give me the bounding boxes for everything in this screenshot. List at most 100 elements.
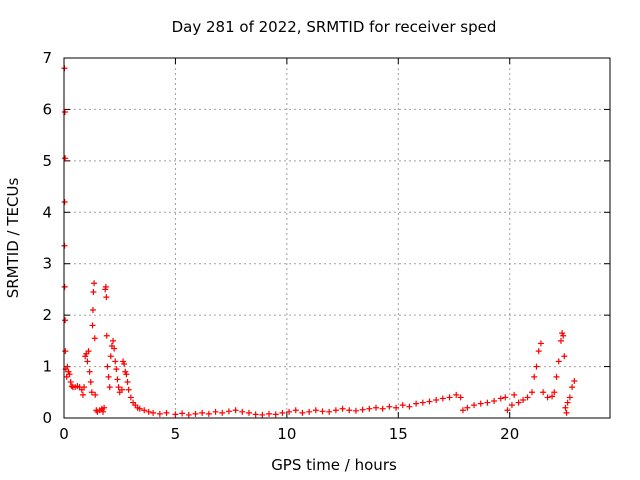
data-point [477,400,484,407]
data-point [219,409,226,416]
data-point [502,394,509,401]
data-point [457,394,464,401]
data-point [64,363,71,370]
data-point [306,408,313,415]
data-point [101,404,108,411]
data-point [386,403,393,410]
data-point [520,397,527,403]
data-point [91,280,98,287]
data-point [239,408,246,415]
data-point [136,405,143,412]
data-point [66,371,73,378]
data-point [115,384,122,391]
data-point [537,340,544,347]
data-point [62,317,69,324]
data-point [566,394,573,401]
data-point [560,332,567,339]
data-point [232,407,239,414]
data-point [312,407,319,414]
data-point [533,363,540,370]
data-point [359,406,366,413]
data-point [484,399,491,406]
data-point [419,399,426,406]
grid [64,58,610,418]
data-point [553,373,560,380]
data-point [81,384,88,391]
data-point [163,409,170,416]
data-point [286,408,293,415]
x-tick-label: 0 [59,425,69,443]
y-tick-label: 5 [42,152,52,170]
x-tick-label: 15 [389,425,408,443]
data-point [531,373,538,380]
y-tick-label: 7 [42,49,52,67]
data-point [319,408,326,415]
data-point [453,391,460,398]
data-point [373,404,379,411]
data-point [555,358,562,365]
data-point [366,405,373,412]
data-point [346,407,353,414]
data-point [88,389,95,396]
data-point [413,400,420,407]
data-point [529,389,535,396]
data-point [212,408,219,415]
data-point [497,395,504,402]
data-point [85,348,92,355]
data-point [564,399,571,406]
data-point [114,376,121,383]
y-axis-label: SRMTID / TECUs [4,178,22,299]
data-point [106,384,113,391]
data-point [259,411,266,418]
data-point [561,353,568,360]
data-point [102,283,109,290]
data-point [399,402,406,409]
data-point [61,283,68,290]
data-point [185,411,192,418]
y-tick-label: 0 [42,409,52,427]
data-point [121,361,128,367]
data-point [524,394,531,401]
data-point [89,307,96,313]
data-point [549,393,556,400]
data-point [544,394,551,401]
data-point [464,404,471,411]
data-point [91,335,98,342]
data-point [105,373,112,380]
data-point [156,410,163,417]
data-point [112,358,119,365]
data-point [406,403,413,410]
data-point [107,353,114,360]
data-points [61,65,578,418]
data-point [68,383,75,390]
data-point [563,409,570,416]
data-point [127,394,134,401]
data-point [179,410,186,417]
data-point [87,379,94,385]
x-axis-label: GPS time / hours [271,456,397,474]
data-point [540,389,547,396]
data-point [508,402,515,409]
data-point [61,109,68,115]
data-point [90,289,97,295]
data-point [62,155,69,162]
data-point [339,405,346,412]
data-point [79,391,86,398]
data-point [471,402,478,409]
data-point [86,368,93,375]
data-point [150,409,157,416]
x-tick-label: 5 [171,425,181,443]
data-point [172,411,179,418]
y-tick-label: 4 [42,203,52,221]
plot-frame [63,57,611,419]
data-point [61,199,68,205]
data-point [113,366,120,373]
data-point [393,404,400,411]
data-point [125,386,132,393]
data-point [192,410,199,417]
data-point [426,398,433,405]
data-point [62,348,69,355]
y-tick-label: 2 [42,306,52,324]
data-point [104,363,111,370]
